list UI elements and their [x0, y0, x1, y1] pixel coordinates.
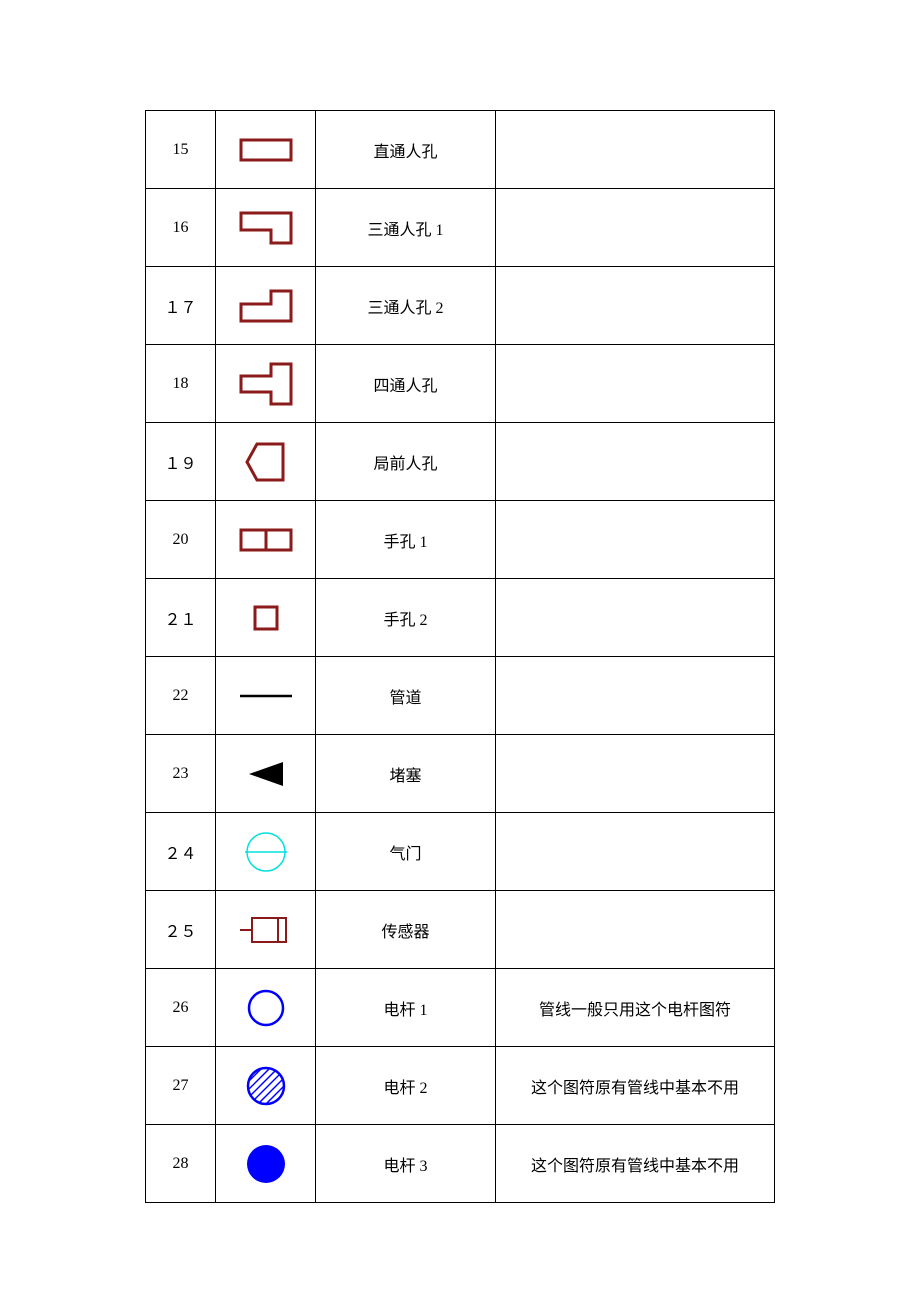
row-note: 这个图符原有管线中基本不用 — [496, 1047, 775, 1125]
row-symbol — [216, 345, 316, 423]
row-note — [496, 891, 775, 969]
symbol-icon — [220, 427, 311, 496]
row-index: 16 — [146, 189, 216, 267]
row-index: ２１ — [146, 579, 216, 657]
table-row: 23 堵塞 — [146, 735, 775, 813]
row-index: １９ — [146, 423, 216, 501]
symbol-icon — [220, 739, 311, 808]
row-symbol — [216, 735, 316, 813]
row-note — [496, 501, 775, 579]
row-note — [496, 111, 775, 189]
row-note — [496, 345, 775, 423]
row-name: 四通人孔 — [316, 345, 496, 423]
row-symbol — [216, 813, 316, 891]
symbol-icon — [220, 973, 311, 1042]
row-index: 23 — [146, 735, 216, 813]
row-name: 传感器 — [316, 891, 496, 969]
row-symbol — [216, 501, 316, 579]
row-note — [496, 423, 775, 501]
row-symbol — [216, 657, 316, 735]
symbol-icon — [220, 115, 311, 184]
row-symbol — [216, 423, 316, 501]
table-row: ２４ 气门 — [146, 813, 775, 891]
symbol-icon — [220, 817, 311, 886]
row-note: 这个图符原有管线中基本不用 — [496, 1125, 775, 1203]
row-name: 手孔 1 — [316, 501, 496, 579]
row-index: 27 — [146, 1047, 216, 1125]
table-row: 27 电杆 2这个图符原有管线中基本不用 — [146, 1047, 775, 1125]
table-row: ２１ 手孔 2 — [146, 579, 775, 657]
row-note — [496, 735, 775, 813]
row-symbol — [216, 579, 316, 657]
row-name: 局前人孔 — [316, 423, 496, 501]
row-index: 15 — [146, 111, 216, 189]
row-name: 管道 — [316, 657, 496, 735]
row-name: 气门 — [316, 813, 496, 891]
row-index: １７ — [146, 267, 216, 345]
row-index: 18 — [146, 345, 216, 423]
row-symbol — [216, 891, 316, 969]
row-symbol — [216, 1125, 316, 1203]
symbol-icon — [220, 271, 311, 340]
row-index: 28 — [146, 1125, 216, 1203]
row-name: 电杆 3 — [316, 1125, 496, 1203]
symbol-icon — [220, 349, 311, 418]
symbol-icon — [220, 1051, 311, 1120]
row-symbol — [216, 189, 316, 267]
row-name: 电杆 1 — [316, 969, 496, 1047]
table-row: ２５ 传感器 — [146, 891, 775, 969]
row-name: 堵塞 — [316, 735, 496, 813]
symbol-icon — [220, 583, 311, 652]
row-name: 三通人孔 1 — [316, 189, 496, 267]
table-row: 18 四通人孔 — [146, 345, 775, 423]
row-name: 手孔 2 — [316, 579, 496, 657]
row-index: ２４ — [146, 813, 216, 891]
table-row: 15 直通人孔 — [146, 111, 775, 189]
row-note — [496, 579, 775, 657]
row-index: 26 — [146, 969, 216, 1047]
row-index: ２５ — [146, 891, 216, 969]
symbol-icon — [220, 505, 311, 574]
row-symbol — [216, 969, 316, 1047]
table-row: 26 电杆 1管线一般只用这个电杆图符 — [146, 969, 775, 1047]
symbol-icon — [220, 1129, 311, 1198]
legend-table: 15 直通人孔 16 三通人孔 1 １７ 三通人孔 2 18 四通人孔 １９ 局前人孔 20 手孔 1… — [145, 110, 775, 1203]
row-index: 20 — [146, 501, 216, 579]
table-row: １９ 局前人孔 — [146, 423, 775, 501]
symbol-icon — [220, 895, 311, 964]
row-symbol — [216, 111, 316, 189]
row-note: 管线一般只用这个电杆图符 — [496, 969, 775, 1047]
row-name: 三通人孔 2 — [316, 267, 496, 345]
row-note — [496, 657, 775, 735]
row-note — [496, 267, 775, 345]
row-note — [496, 189, 775, 267]
table-row: 20 手孔 1 — [146, 501, 775, 579]
row-name: 直通人孔 — [316, 111, 496, 189]
row-note — [496, 813, 775, 891]
row-symbol — [216, 267, 316, 345]
table-row: 16 三通人孔 1 — [146, 189, 775, 267]
row-symbol — [216, 1047, 316, 1125]
symbol-icon — [220, 661, 311, 730]
symbol-icon — [220, 193, 311, 262]
row-index: 22 — [146, 657, 216, 735]
table-row: １７ 三通人孔 2 — [146, 267, 775, 345]
row-name: 电杆 2 — [316, 1047, 496, 1125]
table-row: 28 电杆 3这个图符原有管线中基本不用 — [146, 1125, 775, 1203]
table-row: 22 管道 — [146, 657, 775, 735]
